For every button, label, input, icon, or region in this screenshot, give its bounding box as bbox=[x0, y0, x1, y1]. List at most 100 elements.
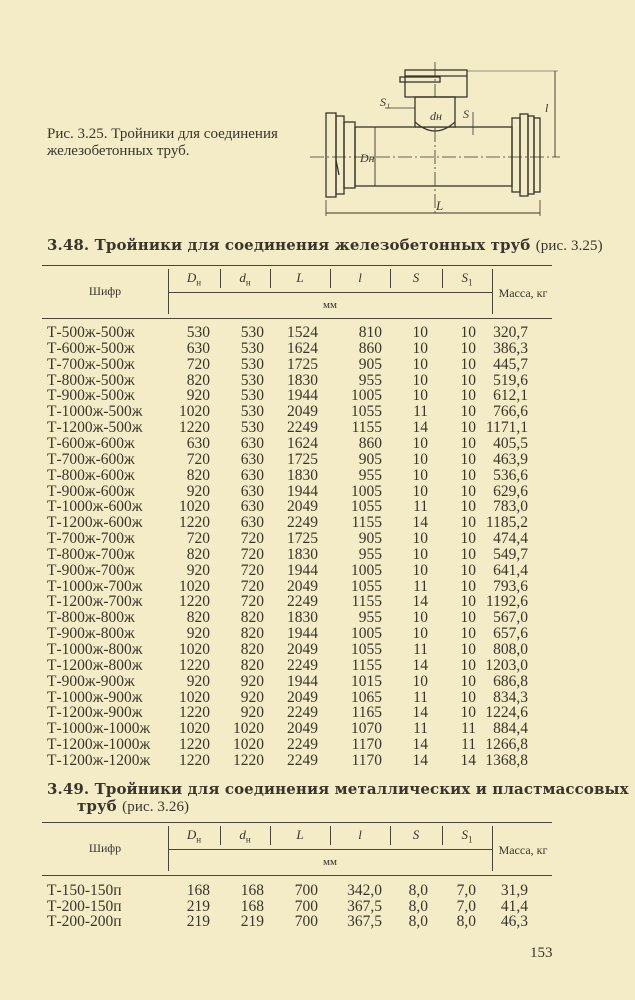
divider bbox=[390, 826, 391, 845]
header-code: Шифр bbox=[88, 841, 122, 855]
cell-value: 10 bbox=[412, 371, 429, 389]
cell-value: 10 bbox=[460, 466, 477, 484]
cell-value: 1020 bbox=[179, 577, 210, 595]
cell-value: 10 bbox=[412, 609, 429, 627]
table-row: Т-150-150п 168 168 700 342,0 8,0 7,0 31,9 bbox=[0, 882, 635, 899]
cell-code: Т-500ж-500ж bbox=[47, 324, 135, 341]
cell-value: 530 bbox=[240, 371, 264, 389]
cell-value: 10 bbox=[460, 514, 477, 532]
header-symbol: S bbox=[461, 827, 469, 842]
cell-value: 530 bbox=[240, 387, 264, 405]
cell-value: 1220 bbox=[179, 593, 210, 611]
cell-value: 1220 bbox=[179, 419, 210, 437]
cell-value: 168 bbox=[240, 882, 264, 899]
cell-value: 1155 bbox=[351, 419, 382, 437]
cell-value: 1725 bbox=[287, 450, 318, 468]
cell-value: 630 bbox=[186, 339, 210, 357]
cell-value: 10 bbox=[412, 466, 429, 484]
cell-value: 720 bbox=[186, 450, 210, 468]
cell-value: 10 bbox=[412, 450, 429, 468]
cell-value: 474,4 bbox=[493, 530, 528, 548]
cell-value: 1220 bbox=[179, 704, 210, 722]
cell-value: 1725 bbox=[287, 530, 318, 548]
header-col: dн bbox=[220, 827, 270, 845]
cell-value: 1192,6 bbox=[485, 593, 528, 611]
cell-value: 2249 bbox=[287, 419, 318, 437]
table-row: Т-1000ж-1000ж 1020 1020 2049 1070 11 11 884,4 bbox=[0, 720, 635, 738]
divider bbox=[220, 269, 221, 288]
divider bbox=[270, 826, 271, 845]
cell-value: 1020 bbox=[179, 641, 210, 658]
cell-value: 567,0 bbox=[493, 609, 528, 627]
cell-value: 2249 bbox=[287, 593, 318, 611]
cell-value: 10 bbox=[412, 545, 429, 563]
cell-code: Т-800ж-700ж bbox=[47, 545, 135, 563]
cell-value: 2249 bbox=[287, 736, 318, 754]
cell-value: 793,6 bbox=[493, 577, 528, 595]
table-row: Т-1200ж-500ж 1220 530 2249 1155 14 10 1171,1 bbox=[0, 419, 635, 437]
cell-value: 1055 bbox=[351, 641, 382, 658]
header-mass: Масса, кг bbox=[498, 843, 548, 857]
cell-value: 2049 bbox=[287, 403, 318, 421]
cell-code: Т-1200ж-700ж bbox=[47, 593, 143, 611]
cell-value: 955 bbox=[358, 609, 382, 627]
cell-value: 630 bbox=[240, 434, 264, 452]
cell-value: 168 bbox=[186, 882, 210, 899]
cell-value: 955 bbox=[358, 466, 382, 484]
table-row: Т-900ж-600ж 920 630 1944 1005 10 10 629,6 bbox=[0, 483, 635, 500]
cell-value: 11 bbox=[413, 720, 428, 738]
cell-value: 905 bbox=[358, 530, 382, 548]
cell-value: 1220 bbox=[179, 736, 210, 754]
cell-value: 46,3 bbox=[500, 913, 528, 930]
pipe-body bbox=[354, 126, 513, 187]
rule bbox=[42, 875, 552, 876]
cell-value: 820 bbox=[186, 466, 210, 484]
cell-value: 720 bbox=[186, 355, 210, 373]
cell-value: 920 bbox=[186, 625, 210, 643]
cell-value: 219 bbox=[186, 897, 210, 915]
cell-code: Т-700ж-600ж bbox=[47, 450, 135, 468]
label-L: L bbox=[435, 198, 443, 213]
header-symbol: S bbox=[412, 270, 420, 285]
cell-value: 14 bbox=[412, 751, 429, 769]
cell-code: Т-800ж-800ж bbox=[47, 609, 135, 627]
header-mass: Масса, кг bbox=[498, 286, 548, 300]
cell-value: 1220 bbox=[179, 656, 210, 674]
table-row: Т-200-200п 219 219 700 367,5 8,0 8,0 46,3 bbox=[0, 913, 635, 930]
header-symbol: D bbox=[186, 270, 197, 285]
divider bbox=[492, 826, 493, 871]
header-col: l bbox=[330, 827, 390, 845]
cell-value: 10 bbox=[412, 672, 429, 690]
header-subscript: н bbox=[196, 277, 202, 288]
cell-value: 10 bbox=[460, 498, 477, 516]
header-unit: мм bbox=[323, 299, 337, 311]
cell-value: 1220 bbox=[179, 514, 210, 532]
cell-code: Т-1200ж-800ж bbox=[47, 656, 143, 674]
table-row: Т-1000ж-800ж 1020 820 2049 1055 11 10 808,0 bbox=[0, 641, 635, 658]
cell-code: Т-150-150п bbox=[47, 882, 122, 899]
divider bbox=[168, 269, 169, 314]
cell-value: 367,5 bbox=[347, 897, 382, 915]
cell-value: 445,7 bbox=[493, 355, 528, 373]
cell-value: 8,0 bbox=[408, 897, 428, 915]
cell-value: 405,5 bbox=[493, 434, 528, 452]
cell-value: 720 bbox=[240, 561, 264, 579]
table-row: Т-1000ж-900ж 1020 920 2049 1065 11 10 834,3 bbox=[0, 688, 635, 706]
cell-value: 530 bbox=[240, 324, 264, 341]
cell-value: 920 bbox=[186, 672, 210, 690]
table-row: Т-600ж-500ж 630 530 1624 860 10 10 386,3 bbox=[0, 339, 635, 357]
header-col: Dн bbox=[168, 270, 220, 288]
cell-value: 834,3 bbox=[493, 688, 528, 706]
header-col: dн bbox=[220, 270, 270, 288]
table-row: Т-900ж-800ж 920 820 1944 1005 10 10 657,6 bbox=[0, 625, 635, 643]
cell-value: 920 bbox=[186, 387, 210, 405]
cell-value: 1020 bbox=[179, 403, 210, 421]
header-symbol: d bbox=[239, 270, 246, 285]
cell-value: 10 bbox=[412, 561, 429, 579]
cell-value: 10 bbox=[412, 530, 429, 548]
header-unit: мм bbox=[323, 856, 337, 868]
cell-value: 1524 bbox=[287, 324, 318, 341]
cell-code: Т-600ж-600ж bbox=[47, 434, 135, 452]
cell-value: 536,6 bbox=[493, 466, 528, 484]
header-symbol: S bbox=[461, 270, 469, 285]
